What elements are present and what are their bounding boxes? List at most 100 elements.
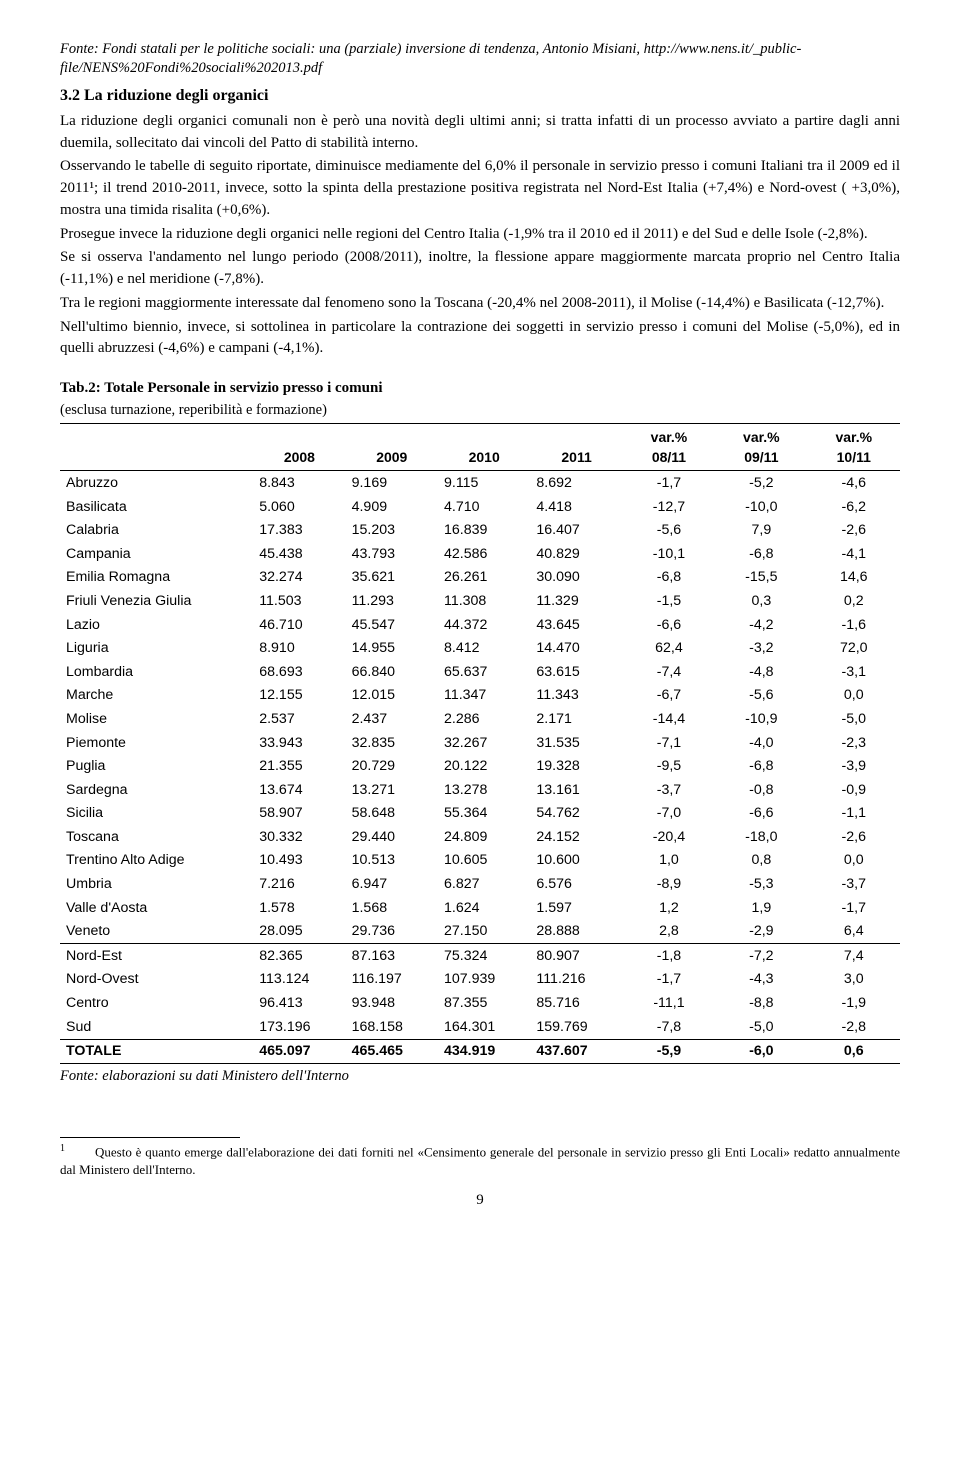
table-cell: 437.607 xyxy=(530,1039,622,1064)
table-cell: Sud xyxy=(60,1015,253,1039)
table-cell: 2.437 xyxy=(346,707,438,731)
table-cell: 6.827 xyxy=(438,873,530,897)
table-cell: Friuli Venezia Giulia xyxy=(60,589,253,613)
table-cell: 30.332 xyxy=(253,825,345,849)
table-cell: -6,8 xyxy=(623,566,715,590)
table-cell: 66.840 xyxy=(346,660,438,684)
table-cell: 21.355 xyxy=(253,755,345,779)
table-cell: 24.152 xyxy=(530,825,622,849)
source-header: Fonte: Fondi statali per le politiche so… xyxy=(60,40,900,78)
table-cell: 65.637 xyxy=(438,660,530,684)
table-cell: 1.568 xyxy=(346,896,438,920)
table-cell: 46.710 xyxy=(253,613,345,637)
table-row: Calabria17.38315.20316.83916.407-5,67,9-… xyxy=(60,519,900,543)
table-cell: 1,9 xyxy=(715,896,807,920)
table-row: Umbria7.2166.9476.8276.576-8,9-5,3-3,7 xyxy=(60,873,900,897)
table-header-cell: 2008 xyxy=(253,423,345,471)
table-cell: 43.793 xyxy=(346,542,438,566)
table-cell: 29.440 xyxy=(346,825,438,849)
table-cell: -12,7 xyxy=(623,495,715,519)
table-cell: 7,9 xyxy=(715,519,807,543)
table-cell: -8,8 xyxy=(715,992,807,1016)
table-cell: 42.586 xyxy=(438,542,530,566)
table-cell: 72,0 xyxy=(808,637,900,661)
table-cell: 28.888 xyxy=(530,920,622,944)
table-cell: 8.910 xyxy=(253,637,345,661)
table-cell: 3,0 xyxy=(808,968,900,992)
table-cell: 2,8 xyxy=(623,920,715,944)
table-cell: Campania xyxy=(60,542,253,566)
table-cell: TOTALE xyxy=(60,1039,253,1064)
table-cell: 9.115 xyxy=(438,471,530,495)
table-cell: 17.383 xyxy=(253,519,345,543)
table-cell: 9.169 xyxy=(346,471,438,495)
table-cell: -2,8 xyxy=(808,1015,900,1039)
table-cell: 11.343 xyxy=(530,684,622,708)
table-row: Valle d'Aosta1.5781.5681.6241.5971,21,9-… xyxy=(60,896,900,920)
table-row: Friuli Venezia Giulia11.50311.29311.3081… xyxy=(60,589,900,613)
table-cell: Trentino Alto Adige xyxy=(60,849,253,873)
table-cell: -5,6 xyxy=(715,684,807,708)
table-cell: -6,8 xyxy=(715,542,807,566)
table-cell: 6.947 xyxy=(346,873,438,897)
table-cell: -1,5 xyxy=(623,589,715,613)
table-cell: 116.197 xyxy=(346,968,438,992)
table-cell: -15,5 xyxy=(715,566,807,590)
table-cell: Marche xyxy=(60,684,253,708)
table-cell: -7,2 xyxy=(715,944,807,968)
table-cell: 20.122 xyxy=(438,755,530,779)
table-cell: 8.843 xyxy=(253,471,345,495)
table-cell: 27.150 xyxy=(438,920,530,944)
table-row: Sud173.196168.158164.301159.769-7,8-5,0-… xyxy=(60,1015,900,1039)
table-header-cell: var.%09/11 xyxy=(715,423,807,471)
table-cell: -10,0 xyxy=(715,495,807,519)
table-cell: 63.615 xyxy=(530,660,622,684)
body-text: La riduzione degli organici comunali non… xyxy=(60,111,900,360)
table-cell: -7,1 xyxy=(623,731,715,755)
table-cell: 45.438 xyxy=(253,542,345,566)
table-cell: 75.324 xyxy=(438,944,530,968)
table-cell: 12.155 xyxy=(253,684,345,708)
table-row: Nord-Ovest113.124116.197107.939111.216-1… xyxy=(60,968,900,992)
table-cell: 11.347 xyxy=(438,684,530,708)
footnote-text: Questo è quanto emerge dall'elaborazione… xyxy=(60,1145,900,1177)
table-cell: 4.418 xyxy=(530,495,622,519)
table-cell: 14,6 xyxy=(808,566,900,590)
table-cell: -3,1 xyxy=(808,660,900,684)
table-cell: 4.710 xyxy=(438,495,530,519)
table-cell: 33.943 xyxy=(253,731,345,755)
table-cell: -1,6 xyxy=(808,613,900,637)
table-header-cell: 2010 xyxy=(438,423,530,471)
table-cell: 1.597 xyxy=(530,896,622,920)
table-cell: Valle d'Aosta xyxy=(60,896,253,920)
table-subtitle: (esclusa turnazione, reperibilità e form… xyxy=(60,400,900,421)
table-cell: 68.693 xyxy=(253,660,345,684)
table-cell: Abruzzo xyxy=(60,471,253,495)
table-cell: 11.293 xyxy=(346,589,438,613)
table-cell: 10.493 xyxy=(253,849,345,873)
section-heading: 3.2 La riduzione degli organici xyxy=(60,84,900,107)
table-cell: Umbria xyxy=(60,873,253,897)
table-cell: 0,0 xyxy=(808,684,900,708)
table-cell: 62,4 xyxy=(623,637,715,661)
table-cell: 13.674 xyxy=(253,778,345,802)
table-cell: -6,6 xyxy=(623,613,715,637)
table-cell: -3,9 xyxy=(808,755,900,779)
table-cell: 6.576 xyxy=(530,873,622,897)
table-cell: Calabria xyxy=(60,519,253,543)
table-cell: -7,8 xyxy=(623,1015,715,1039)
table-cell: 0,0 xyxy=(808,849,900,873)
table-cell: 10.605 xyxy=(438,849,530,873)
table-row: Trentino Alto Adige10.49310.51310.60510.… xyxy=(60,849,900,873)
table-cell: -4,3 xyxy=(715,968,807,992)
table-row: Abruzzo8.8439.1699.1158.692-1,7-5,2-4,6 xyxy=(60,471,900,495)
table-row: Emilia Romagna32.27435.62126.26130.090-6… xyxy=(60,566,900,590)
table-cell: -5,0 xyxy=(715,1015,807,1039)
table-cell: 0,6 xyxy=(808,1039,900,1064)
table-cell: -6,8 xyxy=(715,755,807,779)
table-cell: 2.286 xyxy=(438,707,530,731)
table-cell: -0,8 xyxy=(715,778,807,802)
table-row: Veneto28.09529.73627.15028.8882,8-2,96,4 xyxy=(60,920,900,944)
table-cell: 32.267 xyxy=(438,731,530,755)
table-cell: -4,0 xyxy=(715,731,807,755)
